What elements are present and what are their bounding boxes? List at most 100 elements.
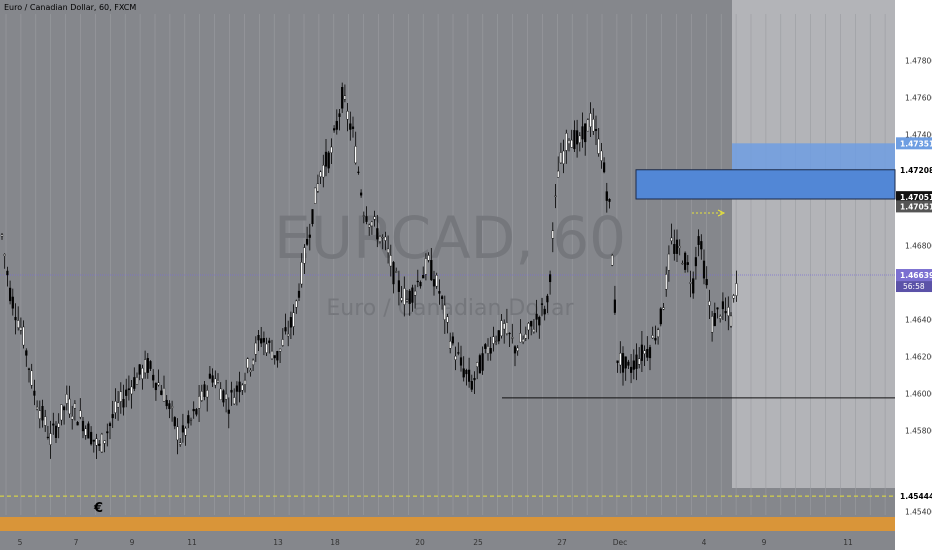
candle-body bbox=[106, 431, 109, 434]
candle-body bbox=[468, 369, 471, 382]
candle-body bbox=[157, 382, 160, 386]
candle-body bbox=[300, 262, 303, 285]
candle-body bbox=[395, 271, 398, 273]
candle-body bbox=[408, 290, 411, 304]
candle-body bbox=[692, 278, 695, 294]
candle-body bbox=[187, 415, 190, 424]
candle-body bbox=[319, 171, 322, 177]
candle-body bbox=[435, 275, 438, 287]
candle-body bbox=[632, 360, 635, 370]
candle-body bbox=[68, 398, 71, 415]
candle-body bbox=[111, 414, 114, 419]
candle-body bbox=[397, 280, 400, 292]
candle-body bbox=[619, 352, 622, 366]
candle-body bbox=[697, 236, 700, 245]
candle-body bbox=[308, 234, 311, 238]
candle-body bbox=[735, 283, 738, 296]
candle-body bbox=[570, 139, 573, 148]
candle-body bbox=[449, 341, 452, 349]
candle-body bbox=[508, 332, 511, 335]
candle-body bbox=[208, 373, 211, 379]
candle-body bbox=[573, 130, 576, 150]
candle-body bbox=[262, 338, 265, 343]
candle-body bbox=[103, 440, 106, 444]
x-tick-label: 20 bbox=[415, 538, 425, 547]
candle-body bbox=[270, 350, 274, 360]
price-tag-zone-top-bg bbox=[896, 163, 932, 176]
candle-body bbox=[160, 390, 163, 395]
candle-body bbox=[592, 119, 595, 132]
candle-body bbox=[265, 343, 268, 353]
candle-body bbox=[675, 239, 679, 254]
x-tick-label: 5 bbox=[18, 538, 23, 547]
future-projection-zone bbox=[732, 0, 895, 488]
candle-body bbox=[127, 388, 130, 391]
candle-body bbox=[327, 152, 330, 169]
candle-body bbox=[49, 433, 52, 445]
candle-body bbox=[89, 431, 93, 445]
candle-body bbox=[214, 378, 217, 386]
price-tag-current: 1.46639 bbox=[900, 271, 932, 280]
candle-body bbox=[11, 296, 14, 309]
candle-body bbox=[211, 375, 214, 383]
candle-body bbox=[316, 183, 319, 192]
candle-body bbox=[370, 221, 373, 227]
x-tick-label: 4 bbox=[702, 538, 707, 547]
candle-body bbox=[14, 316, 17, 321]
candle-body bbox=[38, 410, 41, 419]
candle-body bbox=[476, 362, 479, 367]
price-tag-upper-blue: 1.47351 bbox=[900, 139, 932, 148]
candle-body bbox=[287, 333, 290, 337]
candle-body bbox=[138, 364, 141, 375]
candle-body bbox=[30, 370, 33, 386]
candle-body bbox=[79, 410, 82, 418]
candle-body bbox=[419, 282, 422, 287]
candle-body bbox=[189, 419, 193, 421]
candle-body bbox=[281, 339, 284, 346]
candle-body bbox=[505, 322, 508, 334]
price-tag-yellow-bg bbox=[896, 490, 932, 503]
candle-body bbox=[524, 334, 527, 339]
candle-body bbox=[594, 129, 598, 131]
candle-body bbox=[154, 382, 157, 391]
candle-body bbox=[224, 393, 228, 400]
candle-body bbox=[100, 433, 103, 453]
candle-body bbox=[36, 406, 39, 410]
candle-body bbox=[673, 244, 676, 254]
y-tick-label: 1.47400 bbox=[905, 130, 932, 139]
candle-body bbox=[81, 420, 85, 432]
candle-body bbox=[60, 404, 63, 421]
candle-body bbox=[44, 416, 47, 426]
candle-body bbox=[114, 401, 117, 413]
candle-body bbox=[257, 335, 260, 341]
candle-body bbox=[179, 442, 182, 445]
candle-body bbox=[295, 300, 298, 308]
candle-body bbox=[538, 316, 541, 326]
candle-body bbox=[438, 291, 441, 294]
candle-body bbox=[335, 120, 338, 130]
candle-body bbox=[694, 257, 697, 267]
candle-body bbox=[206, 390, 209, 398]
candle-body bbox=[227, 409, 230, 414]
candle-body bbox=[657, 329, 660, 338]
candle-body bbox=[451, 336, 454, 344]
candle-body bbox=[387, 248, 390, 254]
candle-body bbox=[613, 299, 616, 313]
candle-body bbox=[311, 209, 314, 225]
candle-body bbox=[513, 346, 517, 354]
candle-body bbox=[25, 350, 28, 356]
candle-body bbox=[133, 377, 136, 389]
candle-body bbox=[686, 262, 689, 265]
candle-body bbox=[665, 274, 668, 290]
price-tag-zone-bottom-dup-bg bbox=[896, 200, 932, 213]
candle-body bbox=[503, 323, 506, 330]
candle-body bbox=[284, 327, 287, 332]
candle-body bbox=[84, 428, 87, 436]
candle-body bbox=[392, 262, 395, 285]
x-tick-label: 27 bbox=[557, 538, 567, 547]
candle-body bbox=[519, 333, 522, 343]
candle-body bbox=[384, 236, 387, 241]
candle-body bbox=[581, 126, 584, 140]
